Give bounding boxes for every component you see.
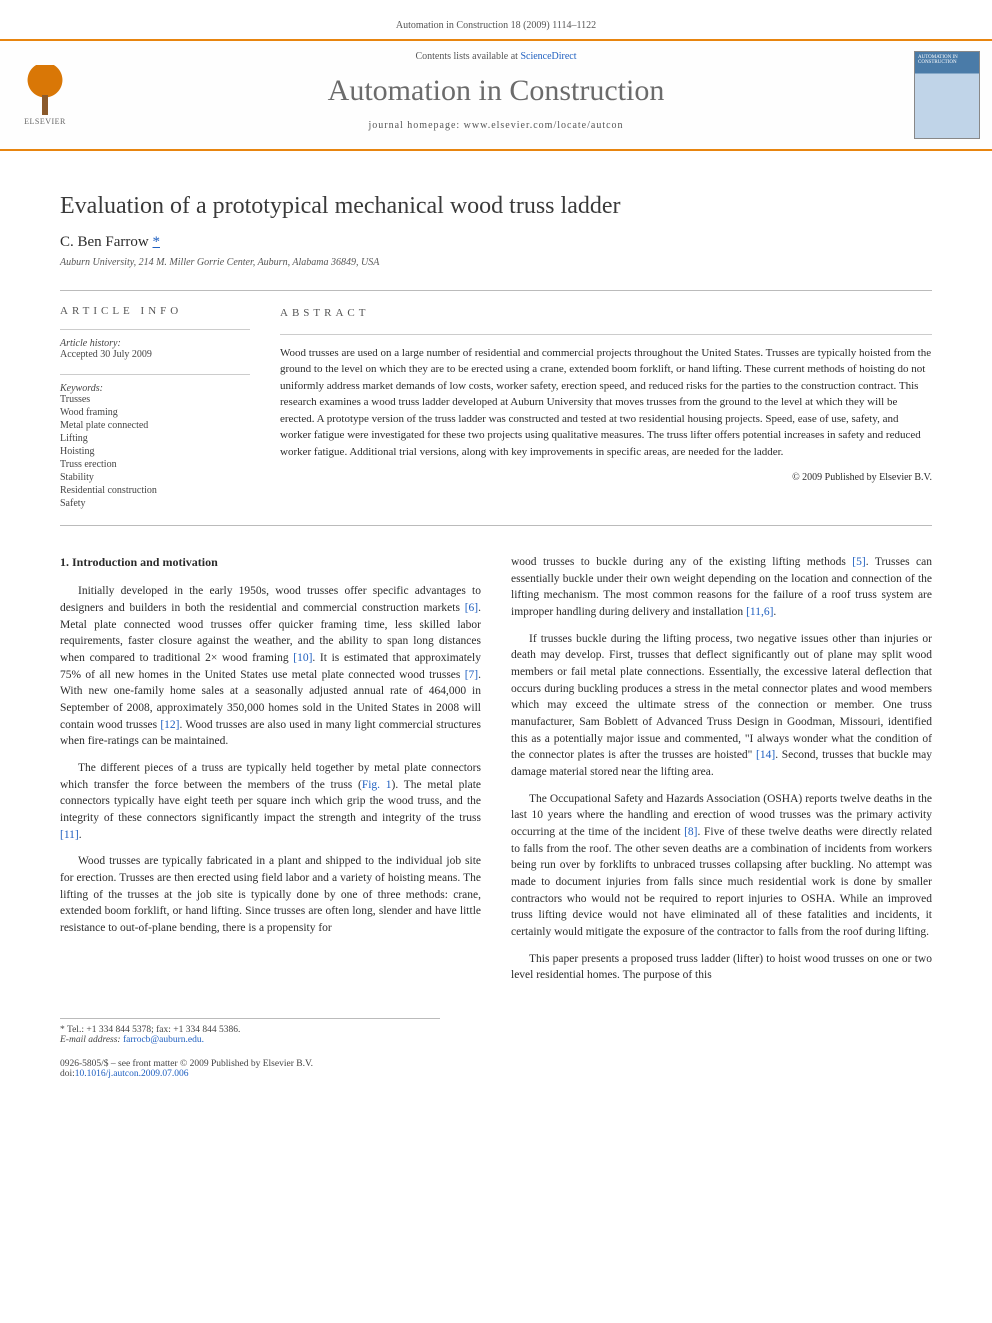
keyword-item: Metal plate connected bbox=[60, 420, 250, 431]
doi-prefix: doi: bbox=[60, 1069, 75, 1079]
history-text: Accepted 30 July 2009 bbox=[60, 349, 250, 360]
contents-line: Contents lists available at ScienceDirec… bbox=[90, 51, 902, 62]
keyword-item: Wood framing bbox=[60, 407, 250, 418]
journal-cover-thumb: AUTOMATION IN CONSTRUCTION bbox=[914, 51, 980, 139]
keyword-item: Hoisting bbox=[60, 446, 250, 457]
right-column: wood trusses to buckle during any of the… bbox=[511, 554, 932, 994]
info-divider bbox=[60, 329, 250, 330]
info-abstract-row: ARTICLE INFO Article history: Accepted 3… bbox=[60, 291, 932, 525]
citation-text: Automation in Construction 18 (2009) 111… bbox=[396, 20, 596, 31]
footnote-area: * Tel.: +1 334 844 5378; fax: +1 334 844… bbox=[60, 1018, 440, 1045]
sciencedirect-link[interactable]: ScienceDirect bbox=[520, 51, 576, 62]
corresponding-marker[interactable]: * bbox=[153, 234, 161, 250]
body-paragraph: Initially developed in the early 1950s, … bbox=[60, 583, 481, 750]
body-paragraph: The different pieces of a truss are typi… bbox=[60, 760, 481, 843]
keywords-block: Keywords: Trusses Wood framing Metal pla… bbox=[60, 374, 250, 509]
left-column: 1. Introduction and motivation Initially… bbox=[60, 554, 481, 994]
elsevier-label: ELSEVIER bbox=[24, 117, 66, 126]
article-title: Evaluation of a prototypical mechanical … bbox=[60, 193, 932, 220]
journal-title: Automation in Construction bbox=[90, 74, 902, 108]
doi-line: doi:10.1016/j.autcon.2009.07.006 bbox=[60, 1069, 932, 1079]
abstract-text: Wood trusses are used on a large number … bbox=[280, 345, 932, 461]
section-heading: 1. Introduction and motivation bbox=[60, 554, 481, 571]
doi-block: 0926-5805/$ – see front matter © 2009 Pu… bbox=[60, 1059, 932, 1079]
front-matter-line: 0926-5805/$ – see front matter © 2009 Pu… bbox=[60, 1059, 932, 1069]
abstract-copyright: © 2009 Published by Elsevier B.V. bbox=[280, 470, 932, 485]
body-columns: 1. Introduction and motivation Initially… bbox=[60, 554, 932, 994]
keywords-label: Keywords: bbox=[60, 383, 250, 394]
keyword-item: Lifting bbox=[60, 433, 250, 444]
keyword-item: Residential construction bbox=[60, 485, 250, 496]
abstract-column: ABSTRACT Wood trusses are used on a larg… bbox=[280, 305, 932, 511]
elsevier-tree-icon bbox=[20, 65, 70, 115]
journal-banner: ELSEVIER Contents lists available at Sci… bbox=[0, 39, 992, 151]
body-paragraph: If trusses buckle during the lifting pro… bbox=[511, 631, 932, 781]
info-heading: ARTICLE INFO bbox=[60, 305, 250, 317]
body-paragraph: Wood trusses are typically fabricated in… bbox=[60, 853, 481, 936]
running-header: Automation in Construction 18 (2009) 111… bbox=[0, 0, 992, 39]
journal-homepage: journal homepage: www.elsevier.com/locat… bbox=[90, 120, 902, 131]
banner-center: Contents lists available at ScienceDirec… bbox=[90, 41, 902, 149]
divider-bottom bbox=[60, 525, 932, 526]
email-link[interactable]: farrocb@auburn.edu. bbox=[123, 1035, 204, 1045]
body-paragraph: The Occupational Safety and Hazards Asso… bbox=[511, 791, 932, 941]
contents-prefix: Contents lists available at bbox=[415, 51, 520, 62]
keyword-item: Truss erection bbox=[60, 459, 250, 470]
homepage-prefix: journal homepage: bbox=[368, 120, 463, 131]
elsevier-logo-block: ELSEVIER bbox=[0, 41, 90, 149]
author-name: C. Ben Farrow bbox=[60, 234, 149, 250]
keyword-item: Safety bbox=[60, 498, 250, 509]
cover-block: AUTOMATION IN CONSTRUCTION bbox=[902, 41, 992, 149]
keywords-divider bbox=[60, 374, 250, 375]
corresponding-contact: * Tel.: +1 334 844 5378; fax: +1 334 844… bbox=[60, 1025, 440, 1035]
abstract-divider bbox=[280, 334, 932, 335]
abstract-heading: ABSTRACT bbox=[280, 305, 932, 322]
body-paragraph: wood trusses to buckle during any of the… bbox=[511, 554, 932, 621]
keyword-item: Stability bbox=[60, 472, 250, 483]
keyword-item: Trusses bbox=[60, 394, 250, 405]
history-label: Article history: bbox=[60, 338, 250, 349]
homepage-url: www.elsevier.com/locate/autcon bbox=[464, 120, 624, 131]
cover-label: AUTOMATION IN CONSTRUCTION bbox=[918, 55, 979, 65]
article-info-column: ARTICLE INFO Article history: Accepted 3… bbox=[60, 305, 280, 511]
email-line: E-mail address: farrocb@auburn.edu. bbox=[60, 1035, 440, 1045]
affiliation: Auburn University, 214 M. Miller Gorrie … bbox=[60, 257, 932, 268]
elsevier-logo: ELSEVIER bbox=[10, 55, 80, 135]
author-line: C. Ben Farrow * bbox=[60, 234, 932, 251]
doi-link[interactable]: 10.1016/j.autcon.2009.07.006 bbox=[75, 1069, 189, 1079]
body-paragraph: This paper presents a proposed truss lad… bbox=[511, 951, 932, 984]
email-label: E-mail address: bbox=[60, 1035, 121, 1045]
